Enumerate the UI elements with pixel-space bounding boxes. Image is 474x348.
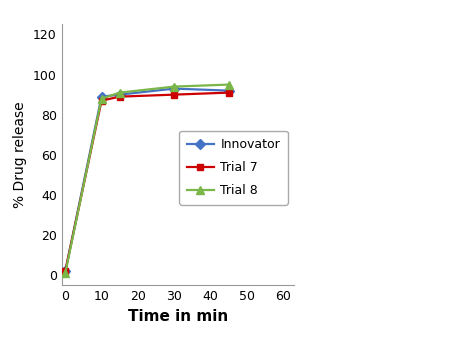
- Innovator: [171, 87, 177, 91]
- Trial 7: [171, 93, 177, 97]
- Innovator: [226, 88, 231, 93]
- Trial 8: [99, 96, 104, 101]
- Trial 8: [63, 271, 68, 275]
- Innovator: [63, 269, 68, 274]
- Trial 7: [99, 98, 104, 103]
- Line: Trial 7: Trial 7: [62, 89, 232, 275]
- Trial 8: [226, 82, 231, 87]
- Trial 8: [171, 85, 177, 89]
- Trial 8: [117, 90, 122, 95]
- Innovator: [99, 95, 104, 99]
- Trial 7: [117, 95, 122, 99]
- Y-axis label: % Drug release: % Drug release: [13, 102, 27, 208]
- Innovator: [117, 93, 122, 97]
- Legend: Innovator, Trial 7, Trial 8: Innovator, Trial 7, Trial 8: [179, 131, 288, 205]
- Line: Trial 8: Trial 8: [61, 80, 233, 277]
- Line: Innovator: Innovator: [62, 85, 232, 275]
- Trial 7: [63, 269, 68, 274]
- Trial 7: [226, 90, 231, 95]
- X-axis label: Time in min: Time in min: [128, 309, 228, 324]
